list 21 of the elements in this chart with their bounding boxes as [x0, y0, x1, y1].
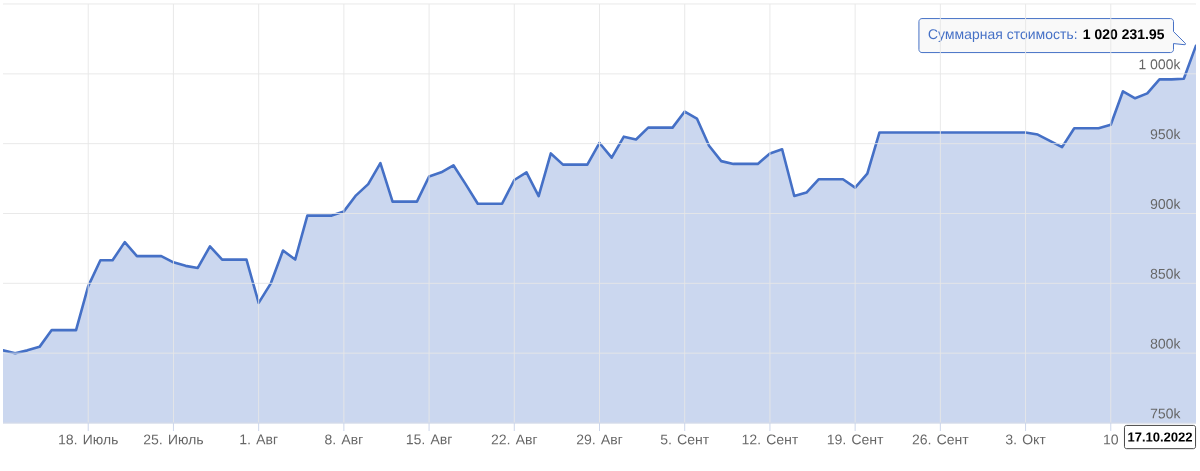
y-tick-label: 1 000k — [1139, 59, 1181, 70]
y-tick-label: 950k — [1150, 128, 1181, 140]
annotation: Суммарная стоимость: 1 020 231.95 — [928, 29, 1165, 42]
x-tick-label: 1. Авг — [240, 434, 278, 445]
x-tick-label: 10 — [1104, 434, 1119, 445]
x-tick-label: 12. Сент — [742, 434, 799, 445]
x-tick-label: 15. Авг — [406, 434, 452, 445]
x-tick-label: 5. Сент — [660, 434, 709, 445]
x-tick-label: 3. Окт — [1005, 434, 1046, 445]
x-tick-label: 29. Авг — [576, 434, 623, 445]
x-tick-label: 19. Сент — [827, 434, 884, 445]
x-tick-label: 18. Июль — [59, 434, 118, 445]
y-tick-label: 750k — [1150, 408, 1181, 419]
x-tick-label: 8. Авг — [325, 434, 363, 445]
y-tick-label: 800k — [1150, 338, 1181, 349]
y-tick-label: 900k — [1150, 198, 1181, 209]
x-tick-label: 22. Авг — [491, 434, 538, 445]
y-tick-label: 850k — [1150, 268, 1181, 279]
x-tick-label: 25. Июль — [143, 434, 204, 445]
text: 17.10.2022 — [1128, 432, 1193, 442]
x-tick-label: 26. Сент — [912, 434, 969, 445]
